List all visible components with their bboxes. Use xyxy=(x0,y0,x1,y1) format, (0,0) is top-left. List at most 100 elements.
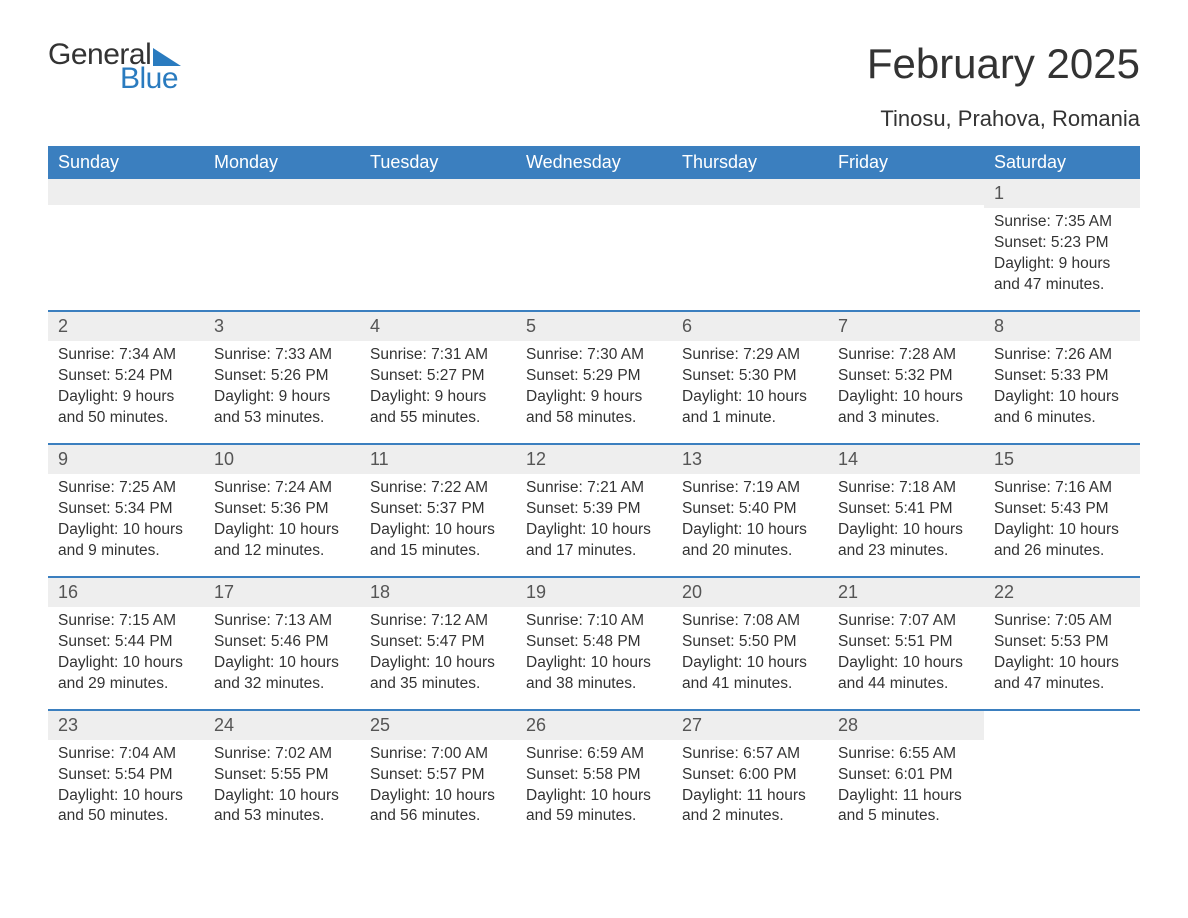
daylight-text-line2: and 2 minutes. xyxy=(682,806,818,827)
weekday-header: Friday xyxy=(828,146,984,179)
sunset-text: Sunset: 5:32 PM xyxy=(838,366,974,387)
daylight-text-line1: Daylight: 10 hours xyxy=(682,653,818,674)
daylight-text-line2: and 29 minutes. xyxy=(58,674,194,695)
daylight-text-line1: Daylight: 10 hours xyxy=(994,653,1130,674)
day-body: Sunrise: 7:22 AMSunset: 5:37 PMDaylight:… xyxy=(360,474,516,562)
daylight-text-line2: and 47 minutes. xyxy=(994,275,1130,296)
sunrise-text: Sunrise: 7:15 AM xyxy=(58,611,194,632)
day-number: 9 xyxy=(48,445,204,474)
sunrise-text: Sunrise: 7:18 AM xyxy=(838,478,974,499)
day-cell: 23Sunrise: 7:04 AMSunset: 5:54 PMDayligh… xyxy=(48,711,204,842)
day-body: Sunrise: 7:16 AMSunset: 5:43 PMDaylight:… xyxy=(984,474,1140,562)
day-cell: 24Sunrise: 7:02 AMSunset: 5:55 PMDayligh… xyxy=(204,711,360,842)
day-number: 23 xyxy=(48,711,204,740)
week-row: 9Sunrise: 7:25 AMSunset: 5:34 PMDaylight… xyxy=(48,443,1140,576)
daylight-text-line1: Daylight: 10 hours xyxy=(838,387,974,408)
sunset-text: Sunset: 5:44 PM xyxy=(58,632,194,653)
day-body: Sunrise: 7:34 AMSunset: 5:24 PMDaylight:… xyxy=(48,341,204,429)
day-number: 26 xyxy=(516,711,672,740)
sunrise-text: Sunrise: 7:22 AM xyxy=(370,478,506,499)
day-cell: 4Sunrise: 7:31 AMSunset: 5:27 PMDaylight… xyxy=(360,312,516,443)
daylight-text-line1: Daylight: 10 hours xyxy=(58,520,194,541)
day-number: 14 xyxy=(828,445,984,474)
sunrise-text: Sunrise: 7:33 AM xyxy=(214,345,350,366)
weekday-header: Thursday xyxy=(672,146,828,179)
sunset-text: Sunset: 5:24 PM xyxy=(58,366,194,387)
sunset-text: Sunset: 5:57 PM xyxy=(370,765,506,786)
daylight-text-line1: Daylight: 10 hours xyxy=(838,520,974,541)
month-title: February 2025 xyxy=(867,40,1140,88)
week-row: 2Sunrise: 7:34 AMSunset: 5:24 PMDaylight… xyxy=(48,310,1140,443)
day-number: 17 xyxy=(204,578,360,607)
sunset-text: Sunset: 5:50 PM xyxy=(682,632,818,653)
day-cell: 12Sunrise: 7:21 AMSunset: 5:39 PMDayligh… xyxy=(516,445,672,576)
daylight-text-line2: and 26 minutes. xyxy=(994,541,1130,562)
day-body: Sunrise: 7:33 AMSunset: 5:26 PMDaylight:… xyxy=(204,341,360,429)
daylight-text-line1: Daylight: 11 hours xyxy=(682,786,818,807)
sunset-text: Sunset: 5:48 PM xyxy=(526,632,662,653)
sunset-text: Sunset: 5:34 PM xyxy=(58,499,194,520)
sunset-text: Sunset: 5:46 PM xyxy=(214,632,350,653)
sunrise-text: Sunrise: 7:28 AM xyxy=(838,345,974,366)
daylight-text-line1: Daylight: 10 hours xyxy=(682,520,818,541)
sunrise-text: Sunrise: 7:00 AM xyxy=(370,744,506,765)
day-body: Sunrise: 6:57 AMSunset: 6:00 PMDaylight:… xyxy=(672,740,828,828)
sunset-text: Sunset: 5:23 PM xyxy=(994,233,1130,254)
daylight-text-line1: Daylight: 10 hours xyxy=(526,520,662,541)
day-cell: 22Sunrise: 7:05 AMSunset: 5:53 PMDayligh… xyxy=(984,578,1140,709)
sunrise-text: Sunrise: 7:07 AM xyxy=(838,611,974,632)
daylight-text-line1: Daylight: 10 hours xyxy=(214,520,350,541)
day-body: Sunrise: 7:13 AMSunset: 5:46 PMDaylight:… xyxy=(204,607,360,695)
sunrise-text: Sunrise: 7:30 AM xyxy=(526,345,662,366)
day-body: Sunrise: 7:15 AMSunset: 5:44 PMDaylight:… xyxy=(48,607,204,695)
day-cell: 16Sunrise: 7:15 AMSunset: 5:44 PMDayligh… xyxy=(48,578,204,709)
day-number: 21 xyxy=(828,578,984,607)
day-cell: 18Sunrise: 7:12 AMSunset: 5:47 PMDayligh… xyxy=(360,578,516,709)
daylight-text-line1: Daylight: 10 hours xyxy=(370,786,506,807)
daylight-text-line2: and 41 minutes. xyxy=(682,674,818,695)
day-cell xyxy=(984,711,1140,842)
daylight-text-line2: and 20 minutes. xyxy=(682,541,818,562)
daylight-text-line2: and 53 minutes. xyxy=(214,806,350,827)
day-number: 12 xyxy=(516,445,672,474)
daylight-text-line2: and 6 minutes. xyxy=(994,408,1130,429)
empty-day-bar xyxy=(672,179,828,205)
day-number: 15 xyxy=(984,445,1140,474)
day-cell: 15Sunrise: 7:16 AMSunset: 5:43 PMDayligh… xyxy=(984,445,1140,576)
brand-blue-text: Blue xyxy=(120,64,181,94)
sunset-text: Sunset: 5:47 PM xyxy=(370,632,506,653)
day-number: 5 xyxy=(516,312,672,341)
day-body: Sunrise: 7:19 AMSunset: 5:40 PMDaylight:… xyxy=(672,474,828,562)
daylight-text-line2: and 35 minutes. xyxy=(370,674,506,695)
sunset-text: Sunset: 5:51 PM xyxy=(838,632,974,653)
sunset-text: Sunset: 5:39 PM xyxy=(526,499,662,520)
daylight-text-line2: and 12 minutes. xyxy=(214,541,350,562)
daylight-text-line2: and 53 minutes. xyxy=(214,408,350,429)
weekday-header: Saturday xyxy=(984,146,1140,179)
sunset-text: Sunset: 5:33 PM xyxy=(994,366,1130,387)
daylight-text-line2: and 3 minutes. xyxy=(838,408,974,429)
week-row: 23Sunrise: 7:04 AMSunset: 5:54 PMDayligh… xyxy=(48,709,1140,842)
day-cell: 25Sunrise: 7:00 AMSunset: 5:57 PMDayligh… xyxy=(360,711,516,842)
day-cell: 19Sunrise: 7:10 AMSunset: 5:48 PMDayligh… xyxy=(516,578,672,709)
day-number: 18 xyxy=(360,578,516,607)
empty-day-bar xyxy=(204,179,360,205)
empty-day-bar xyxy=(516,179,672,205)
daylight-text-line1: Daylight: 10 hours xyxy=(838,653,974,674)
day-body: Sunrise: 7:07 AMSunset: 5:51 PMDaylight:… xyxy=(828,607,984,695)
daylight-text-line1: Daylight: 9 hours xyxy=(58,387,194,408)
daylight-text-line2: and 17 minutes. xyxy=(526,541,662,562)
sunset-text: Sunset: 6:01 PM xyxy=(838,765,974,786)
sunset-text: Sunset: 5:54 PM xyxy=(58,765,194,786)
daylight-text-line1: Daylight: 9 hours xyxy=(994,254,1130,275)
sunset-text: Sunset: 6:00 PM xyxy=(682,765,818,786)
day-body: Sunrise: 7:35 AMSunset: 5:23 PMDaylight:… xyxy=(984,208,1140,296)
day-number: 2 xyxy=(48,312,204,341)
daylight-text-line2: and 55 minutes. xyxy=(370,408,506,429)
day-body: Sunrise: 7:31 AMSunset: 5:27 PMDaylight:… xyxy=(360,341,516,429)
day-number: 20 xyxy=(672,578,828,607)
sunset-text: Sunset: 5:26 PM xyxy=(214,366,350,387)
day-body: Sunrise: 6:59 AMSunset: 5:58 PMDaylight:… xyxy=(516,740,672,828)
daylight-text-line1: Daylight: 9 hours xyxy=(214,387,350,408)
daylight-text-line1: Daylight: 10 hours xyxy=(526,786,662,807)
